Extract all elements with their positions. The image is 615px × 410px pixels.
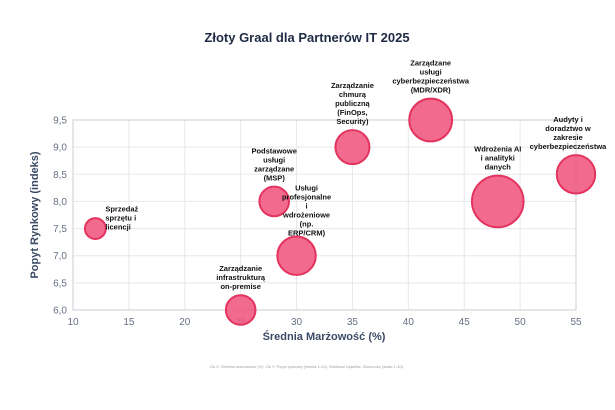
- x-tick-label: 20: [179, 317, 191, 328]
- x-tick-label: 45: [459, 317, 471, 328]
- bubble-label: Sprzedaż sprzętu i licencji: [105, 205, 138, 232]
- bubble-label: Audyty i doradztwo w zakresie cyberbezpiecz…: [530, 115, 608, 151]
- bubbles: [83, 97, 597, 326]
- plot-frame: [72, 119, 577, 311]
- x-axis-title: Średnia Marżowość (%): [263, 330, 386, 343]
- x-tick-label: 35: [347, 317, 359, 328]
- x-tick-label: 55: [570, 317, 582, 328]
- bubble: [334, 129, 371, 166]
- x-tick-label: 30: [291, 317, 303, 328]
- y-tick-label: 6,0: [53, 306, 67, 317]
- bubble-label: Usługi profesjonalne i wdrożeniowe (np. ERP/C…: [282, 184, 331, 238]
- y-tick-label: 7,5: [53, 224, 67, 235]
- bubble-label: Zarządzanie chmurą publiczną (FinOps, Securi…: [331, 81, 374, 126]
- y-axis-title: Popyt Rynkowy (indeks): [29, 151, 41, 278]
- x-tick-label: 40: [403, 317, 415, 328]
- bubble: [555, 154, 597, 195]
- bubble: [83, 217, 107, 240]
- bubble-label: Podstawowe usługi zarządzane (MSP): [251, 147, 296, 183]
- chart-title: Złoty Graal dla Partnerów IT 2025: [204, 30, 409, 45]
- bubble: [470, 174, 525, 229]
- y-tick-label: 9,0: [53, 143, 67, 154]
- bubble: [408, 97, 454, 143]
- y-tick-label: 8,5: [53, 170, 67, 181]
- footnote: Oś X: Średnia marżowość (%), Oś Y: Popyt…: [210, 364, 404, 369]
- bubble: [224, 294, 257, 326]
- bubble: [276, 235, 317, 276]
- bubble-label: Wdrożenia AI i analityki danych: [474, 145, 521, 172]
- bubble-label: Zarządzanie infrastrukturą on-premise: [216, 264, 266, 291]
- bubble: [258, 185, 291, 218]
- y-tick-label: 9,5: [53, 116, 67, 127]
- bubble-label: Zarządzane usługi cyberbezpieczeństwa (MDR/…: [392, 59, 470, 95]
- axis-ticks: 101520253035404550556,06,57,07,58,08,59,…: [53, 116, 582, 329]
- y-tick-label: 6,5: [53, 278, 67, 289]
- y-tick-label: 7,0: [53, 251, 67, 262]
- y-tick-label: 8,0: [53, 197, 67, 208]
- bubble-labels: Sprzedaż sprzętu i licencji Zarządzanie infr…: [105, 59, 607, 292]
- x-tick-label: 10: [67, 317, 79, 328]
- x-tick-label: 15: [123, 317, 135, 328]
- x-tick-label: 50: [515, 317, 527, 328]
